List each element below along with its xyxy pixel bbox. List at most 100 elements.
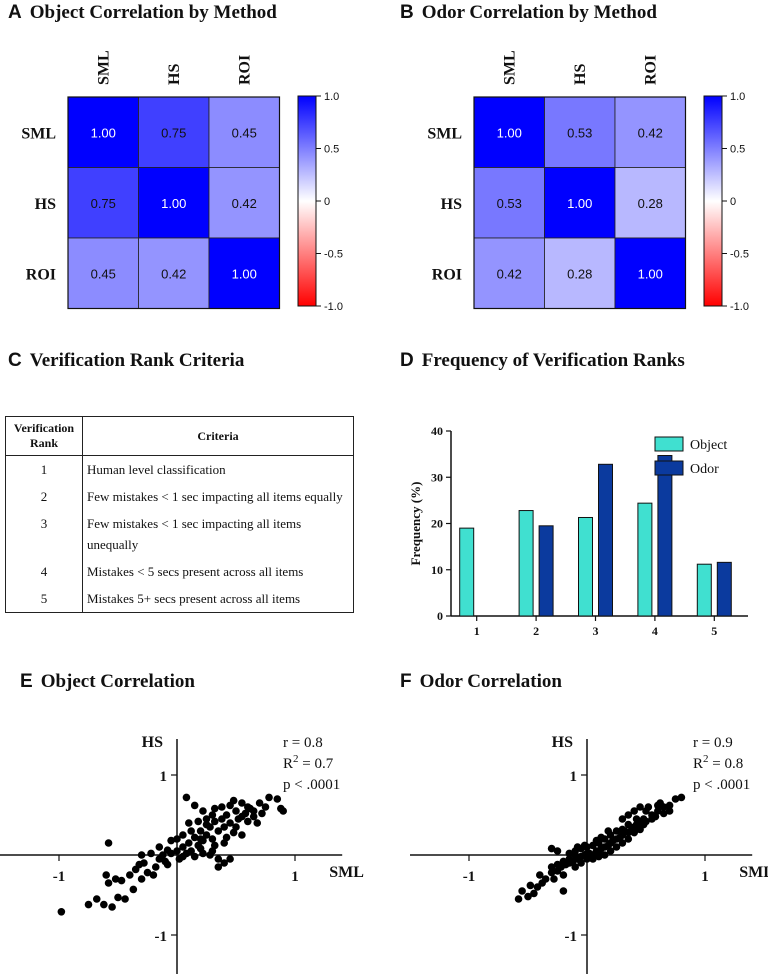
scatter-point [185,819,193,827]
heatmap-value-label: 1.00 [232,266,257,281]
table-header-criteria: Criteria [82,416,354,456]
panel-c-title-text: Verification Rank Criteria [29,350,245,371]
heatmap-col-label: SML [95,50,112,85]
scatter-point [190,801,199,810]
scatter-point [665,801,674,810]
scatter-point [618,815,627,823]
scatter-point [179,843,187,851]
scatter-point [222,811,231,819]
legend-label: Object [690,438,727,453]
scatter-point [565,855,574,863]
y-tick-label: 20 [431,517,443,531]
scatter-point [571,851,579,859]
table-cell-criteria: Few mistakes < 1 sec impacting all items… [82,510,354,558]
scatter-point [208,835,217,843]
table-cell-rank: 1 [5,455,83,483]
scatter-point [547,868,556,877]
y-tick-label: 30 [431,470,443,484]
heatmap-value-label: 1.00 [567,196,592,211]
heatmap-row-label: SML [21,125,56,142]
colorbar-tick-label: 0 [730,196,736,208]
stat-p: p < .0001 [283,777,340,793]
scatter-point [677,793,686,802]
bar-odor [657,455,673,617]
y-tick-label: -1 [565,929,578,945]
scatter-F: -1 1 1 -1 HS SML r = 0.9 R2 = 0.8 p < .0001 [410,734,768,974]
scatter-point [220,839,228,847]
panel-a-letter: A [8,2,22,23]
scatter-point [84,900,93,909]
panel-b-letter: B [400,2,414,23]
panel-d-title-text: Frequency of Verification Ranks [421,350,685,371]
scatter-point [639,820,648,829]
scatter-point [518,887,526,895]
legend-label: Odor [690,462,719,477]
scatter-point [143,868,152,877]
scatter-point [206,851,214,859]
scatter-point [565,849,574,858]
panel-b-title-text: Odor Correlation by Method [421,2,657,23]
scatter-point [600,851,609,859]
colorbar-tick-label: 0 [324,196,330,208]
stat-r-squared-value: = 0.8 [709,756,744,772]
scatter-point [514,895,523,903]
scatter-point [654,801,662,810]
table-cell-rank: 5 [5,585,83,613]
scatter-point [220,823,228,831]
table-row: 5 Mistakes 5+ secs present across all it… [5,585,354,613]
heatmap-A: 1.00 0.75 0.450.75 1.00 0.420.45 0.42 1.00SMLH… [21,50,343,313]
scatter-point [126,871,134,879]
table-cell-rank: 3 [5,510,83,558]
x-axis-label: SML [329,864,364,881]
scatter-point [665,807,674,815]
scatter-point [258,809,266,818]
heatmap-cell [544,167,616,239]
scatter-point [526,881,535,890]
x-tick-label: 5 [711,624,717,638]
heatmap-cell [544,96,616,168]
scatter-point [589,855,597,863]
x-tick-label: 1 [474,624,480,638]
scatter-point [642,807,650,815]
table-cell-criteria: Human level classification [82,455,354,483]
heatmap-cell [544,237,616,309]
heatmap-cell [67,237,139,309]
scatter-point [57,908,66,916]
scatter-point [612,827,621,835]
y-tick-label: -1 [155,929,168,945]
y-axis-label: HS [142,734,163,751]
scatter-point [571,863,579,871]
colorbar-tick-label: -0.5 [324,249,343,261]
scatter-point [151,863,160,871]
panel-a-title-text: Object Correlation by Method [29,2,277,23]
x-tick-label: 1 [701,869,709,885]
scatter-point [210,817,219,826]
x-tick-label: -1 [463,869,476,885]
x-tick-label: 4 [652,624,658,638]
colorbar [703,95,723,307]
y-tick-label: 10 [431,563,443,577]
x-axis-label: SML [739,864,768,881]
bar-object [696,563,712,617]
scatter-point [583,849,591,858]
scatter-point [108,903,116,911]
scatter-point [524,892,532,901]
colorbar-tick-label: -1.0 [730,301,749,313]
stat-r-squared-exp: 2 [293,753,299,765]
panel-a-title: A Object Correlation by Method [8,2,277,24]
heatmap-value-label: 0.28 [567,266,592,281]
stat-r-squared-prefix: R [693,756,703,772]
scatter-point [232,807,240,815]
scatter-point [550,875,558,883]
stat-p: p < .0001 [693,777,750,793]
colorbar-tick-label: 0.5 [324,144,339,156]
table-row: 4 Mistakes < 5 secs present across all i… [5,558,354,585]
scatter-point [226,819,234,827]
scatter-point [618,839,627,847]
heatmap-value-label: 1.00 [638,266,663,281]
heatmap-cell [208,96,280,168]
scatter-point [187,827,195,835]
heatmap-value-label: 1.00 [91,125,116,140]
scatter-point [179,831,187,839]
x-tick-label: 3 [593,624,599,638]
